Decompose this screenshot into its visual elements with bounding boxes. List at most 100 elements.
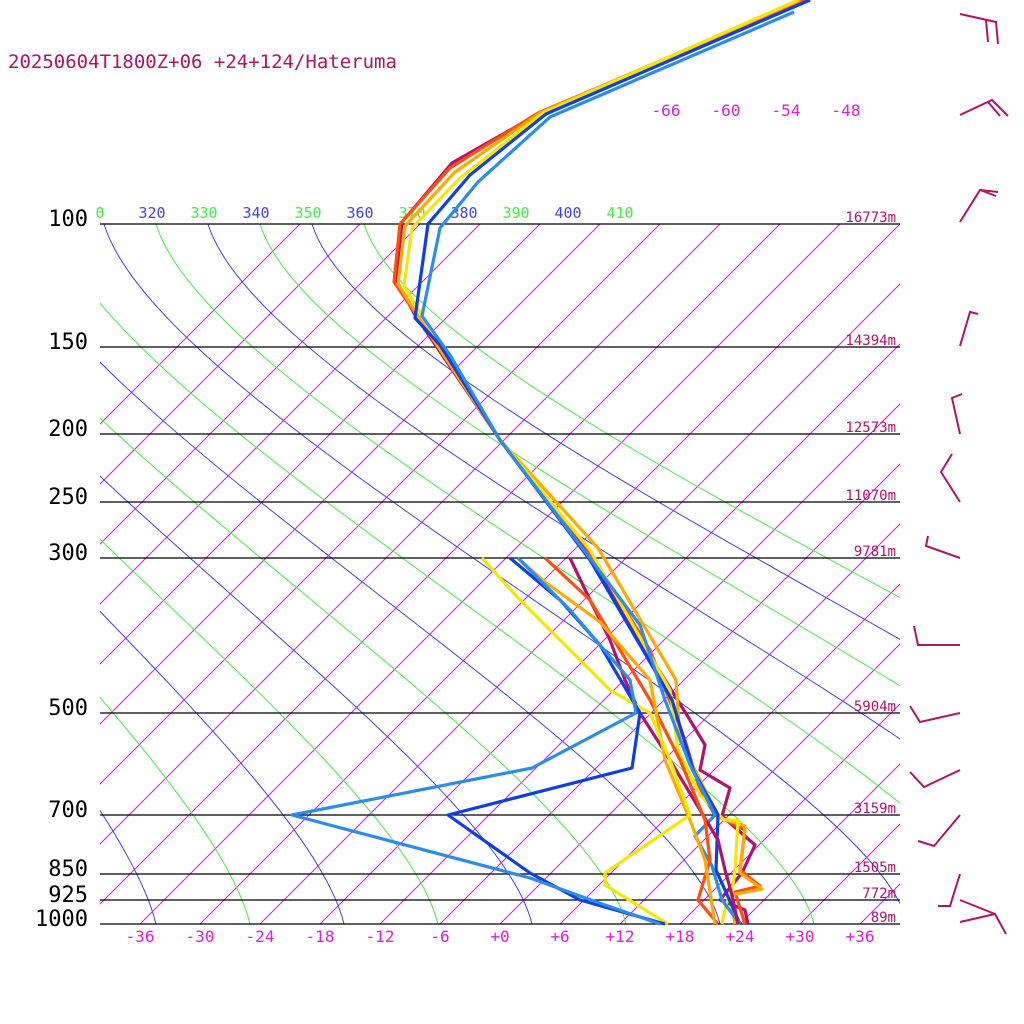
isotherm-lines: [100, 224, 1024, 924]
theta-label: 320: [138, 204, 165, 222]
isotherm-line: [259, 283, 900, 924]
isotherm-line: [139, 224, 841, 924]
wind-barb: [939, 453, 961, 503]
height-label: 5904m: [854, 699, 896, 715]
isotherm-line: [739, 763, 900, 924]
theta-label: 400: [554, 204, 581, 222]
legend-entry: [8, 404, 397, 428]
isotherm-line: [100, 224, 721, 845]
isotherm-line: [100, 224, 301, 425]
pressure-label: 1000: [35, 907, 88, 932]
wind-barb: [959, 310, 979, 347]
temperature-tick-label: -12: [366, 927, 395, 946]
isotherm-label: -60: [712, 101, 741, 120]
isotherm-line: [379, 403, 900, 924]
temperature-profile-line: [402, 0, 799, 925]
dry-adiabat-line: [155, 224, 900, 805]
pressure-label: 700: [48, 798, 88, 823]
isotherm-line: [679, 703, 900, 924]
dry-adiabat-line: [259, 224, 900, 687]
isotherm-line: [859, 883, 900, 924]
temperature-tick-label: +24: [726, 927, 755, 946]
dry-adiabat-line: [103, 224, 900, 905]
dry-adiabat-line: [100, 696, 251, 924]
temperature-tick-label: +36: [846, 927, 875, 946]
isotherm-line: [100, 224, 541, 665]
legend-entry: [8, 122, 397, 146]
temperature-profile-line: [396, 0, 801, 925]
dry-adiabat-line: [100, 610, 345, 924]
dry-adiabat-line: [100, 361, 721, 924]
wind-barb: [909, 705, 961, 724]
pressure-label: 850: [48, 857, 88, 882]
temperature-tick-label: +18: [666, 927, 695, 946]
pressure-label: 200: [48, 417, 88, 442]
theta-label: 360: [346, 204, 373, 222]
theta-label: 390: [502, 204, 529, 222]
pressure-label: 500: [48, 696, 88, 721]
height-label: 14394m: [845, 333, 896, 349]
wind-barb: [917, 814, 961, 848]
height-label: 1505m: [854, 860, 896, 876]
isotherm-line: [100, 224, 481, 605]
legend-entry: [8, 192, 397, 216]
legend-entry: [8, 333, 397, 357]
pressure-label: 150: [48, 330, 88, 355]
height-label: 89m: [871, 910, 896, 926]
temperature-tick-label: +0: [490, 927, 509, 946]
isotherm-line: [619, 643, 900, 924]
height-label: 3159m: [854, 801, 896, 817]
isotherm-line: [559, 583, 900, 924]
dry-adiabat-line: [363, 224, 900, 599]
isotherm-line: [100, 224, 361, 485]
temperature-profile-line: [392, 0, 806, 925]
isotherm-line: [799, 823, 900, 924]
isotherm-label: -48: [832, 101, 861, 120]
isotherm-line: [100, 224, 781, 905]
wind-barb: [909, 769, 961, 789]
temperature-tick-label: -6: [430, 927, 449, 946]
wind-barb: [959, 188, 999, 223]
theta-label: 340: [242, 204, 269, 222]
isotherm-line: [319, 343, 900, 924]
wind-barb: [924, 535, 961, 559]
height-label: 772m: [862, 886, 896, 902]
isotherm-line: [499, 523, 900, 924]
temperature-tick-label: -30: [186, 927, 215, 946]
wind-barb: [950, 393, 963, 435]
theta-label: 350: [294, 204, 321, 222]
wind-barb: [959, 899, 1007, 935]
temperature-tick-label: -36: [126, 927, 155, 946]
temperature-tick-label: +30: [786, 927, 815, 946]
dewpoint-profile-line: [543, 556, 720, 926]
theta-label: 330: [190, 204, 217, 222]
isotherm-line: [100, 224, 661, 785]
dry-adiabat-line: [100, 417, 627, 924]
dewpoint-profile-line: [480, 556, 692, 926]
wind-barb: [959, 13, 999, 45]
isotherm-label: -54: [772, 101, 801, 120]
pressure-label: 100: [48, 207, 88, 232]
temperature-tick-label: -18: [306, 927, 335, 946]
theta-label: 410: [606, 204, 633, 222]
isotherm-line: [920, 224, 1024, 924]
theta-label: 380: [450, 204, 477, 222]
dewpoint-profile-line: [518, 558, 717, 925]
isotherm-line: [439, 463, 900, 924]
temperature-tick-label: -24: [246, 927, 275, 946]
height-label: 12573m: [845, 420, 896, 436]
temperature-tick-label: +6: [550, 927, 569, 946]
dry-adiabat-line: [207, 224, 900, 740]
legend-entry: [8, 263, 397, 287]
height-label: 11070m: [845, 488, 896, 504]
isotherm-line: [100, 224, 601, 725]
height-label: 16773m: [845, 210, 896, 226]
theta-label: 0: [95, 204, 104, 222]
dewpoint-profile-line: [290, 556, 661, 926]
isotherm-line: [199, 224, 900, 924]
dry-adiabat-line: [100, 809, 157, 924]
isotherm-line: [100, 224, 421, 545]
legend: 20250604T1800Z+06 +24+124/Hateruma: [8, 4, 397, 451]
isotherm-label: -66: [652, 101, 681, 120]
